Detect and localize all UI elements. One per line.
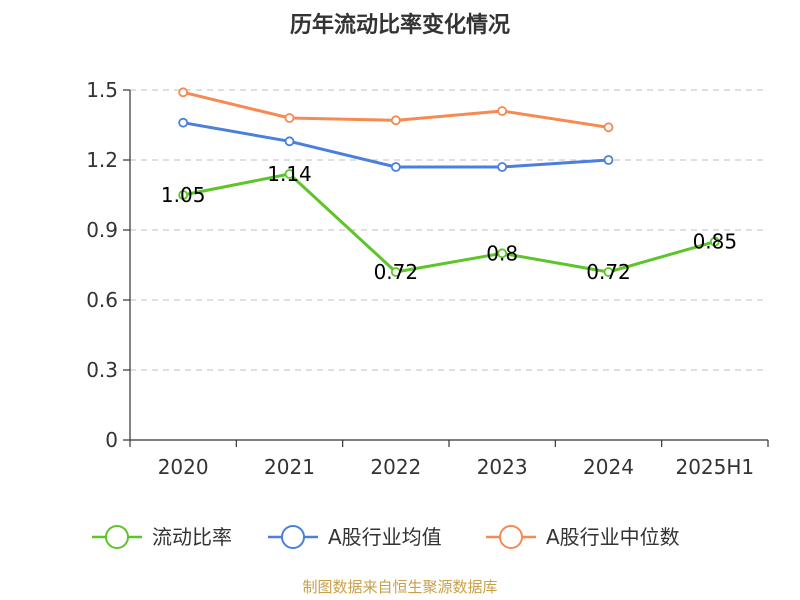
x-tick-label: 2021 bbox=[264, 455, 315, 479]
data-point[interactable] bbox=[497, 248, 508, 259]
axes: 0 0.3 0.6 0.9 1.2 1.5 2020 2021 2022 2023 2024 2025… bbox=[86, 78, 769, 479]
x-tick-label: 2022 bbox=[370, 455, 421, 479]
data-labels: 1.05 1.14 0.72 0.8 0.72 0.85 bbox=[161, 162, 737, 284]
series-lines bbox=[178, 87, 720, 277]
x-tick-label: 2024 bbox=[583, 455, 634, 479]
chart-title: 历年流动比率变化情况 bbox=[290, 12, 510, 38]
legend-item[interactable]: A股行业均值 bbox=[268, 525, 442, 549]
data-label: 0.85 bbox=[693, 230, 738, 254]
data-point[interactable] bbox=[284, 136, 295, 147]
legend-marker bbox=[281, 525, 305, 549]
data-label: 1.05 bbox=[161, 183, 206, 207]
y-tick-label: 0.6 bbox=[86, 288, 118, 312]
data-point[interactable] bbox=[390, 267, 401, 277]
x-tick-label: 2023 bbox=[477, 455, 528, 479]
data-point[interactable] bbox=[603, 155, 614, 165]
y-tick-label: 0.9 bbox=[86, 218, 118, 242]
data-point[interactable] bbox=[390, 115, 401, 126]
data-point[interactable] bbox=[178, 190, 189, 200]
x-tick-label: 2020 bbox=[158, 455, 209, 479]
x-tick-label: 2025H1 bbox=[675, 455, 754, 479]
legend-label: 流动比率 bbox=[152, 525, 232, 549]
y-tick-label: 0.3 bbox=[86, 358, 118, 382]
data-point[interactable] bbox=[178, 87, 189, 98]
y-tick-label: 1.5 bbox=[86, 78, 118, 102]
data-point[interactable] bbox=[178, 117, 189, 128]
y-tick-label: 0 bbox=[105, 428, 118, 452]
legend-marker bbox=[499, 525, 523, 549]
legend-label: A股行业中位数 bbox=[546, 525, 680, 549]
legend-item[interactable]: 流动比率 bbox=[92, 525, 232, 549]
legend[interactable]: 流动比率 A股行业均值 A股行业中位数 bbox=[92, 525, 680, 549]
data-point[interactable] bbox=[284, 113, 295, 123]
data-label: 0.72 bbox=[374, 260, 419, 284]
legend-marker bbox=[105, 525, 129, 549]
data-label: 0.8 bbox=[486, 241, 518, 265]
data-label: 1.14 bbox=[267, 162, 312, 186]
data-point[interactable] bbox=[603, 267, 614, 277]
legend-item[interactable]: A股行业中位数 bbox=[486, 525, 680, 549]
series-line bbox=[182, 172, 716, 274]
data-label: 0.72 bbox=[586, 260, 631, 284]
data-point[interactable] bbox=[603, 122, 614, 133]
legend-label: A股行业均值 bbox=[328, 525, 442, 549]
y-tick-label: 1.2 bbox=[86, 148, 118, 172]
data-point[interactable] bbox=[497, 162, 508, 172]
source-note: 制图数据来自恒生聚源数据库 bbox=[302, 578, 497, 596]
data-point[interactable] bbox=[390, 162, 401, 172]
grid-lines bbox=[130, 89, 768, 371]
data-point[interactable] bbox=[284, 169, 295, 179]
data-point[interactable] bbox=[709, 236, 720, 247]
data-point[interactable] bbox=[497, 106, 508, 116]
